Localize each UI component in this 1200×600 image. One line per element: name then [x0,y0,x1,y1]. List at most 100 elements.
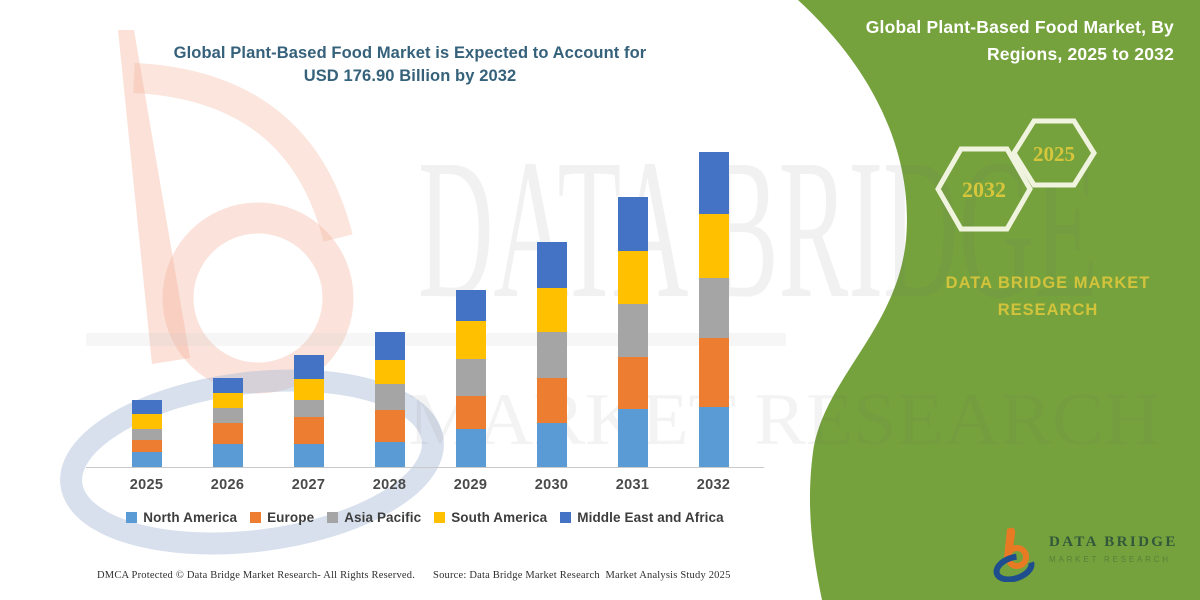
bar-segment-north-america [698,407,729,467]
stacked-bar-2025 [131,400,162,467]
logo-subtitle: MARKET RESEARCH [1049,555,1171,564]
hexagon-2025-label: 2025 [1033,142,1075,166]
bar-segment-asia-pacific [536,332,567,378]
year-label-2028: 2028 [372,477,407,493]
bar-segment-europe [455,396,486,429]
legend-item-south-america: South America [434,510,547,525]
chart-title-line1: Global Plant-Based Food Market is Expect… [173,44,647,62]
bar-segment-south-america [212,393,243,409]
legend-swatch [434,512,446,523]
bar-segment-south-america [536,287,567,333]
legend-swatch [126,512,138,523]
year-label-2030: 2030 [534,477,569,493]
year-label-2029: 2029 [453,477,488,493]
legend-item-north-america: North America [126,510,237,525]
logo-text: DATA BRIDGE MARKET RESEARCH [1049,534,1178,582]
logo-name: DATA BRIDGE [1049,534,1178,550]
bar-slot-2025 [106,148,187,467]
bar-segment-europe [617,356,648,410]
stacked-bar-2031 [617,197,648,467]
year-label-2031: 2031 [615,477,650,493]
bar-segment-asia-pacific [212,408,243,424]
bar-segment-north-america [212,443,243,467]
year-label-2032: 2032 [696,477,731,493]
bar-segment-north-america [293,443,324,467]
chart-title-line2: USD 176.90 Billion by 2032 [303,67,517,85]
brand-line2: RESEARCH [997,301,1099,319]
source-note: Source: Data Bridge Market Research Mark… [433,570,731,581]
bar-segment-middle-east-and-africa [536,242,567,288]
bar-segment-middle-east-and-africa [374,331,405,360]
bar-segment-north-america [536,423,567,467]
brand-text: DATA BRIDGE MARKET RESEARCH [900,270,1196,324]
stacked-bar-2032 [698,152,729,467]
bar-segment-europe [374,409,405,442]
legend-label: North America [143,510,238,525]
dmca-notice: DMCA Protected © Data Bridge Market Rese… [97,570,416,581]
bar-segment-middle-east-and-africa [212,378,243,394]
bar-segment-asia-pacific [698,277,729,339]
logo-b-icon [993,527,1035,582]
footer: DMCA Protected © Data Bridge Market Rese… [97,570,777,581]
bar-slot-2028 [349,148,430,467]
year-label-2027: 2027 [291,477,326,493]
panel-title-line2: Regions, 2025 to 2032 [986,44,1174,64]
stacked-bar-2027 [293,354,324,467]
legend-label: Europe [267,510,315,525]
bar-segment-middle-east-and-africa [131,400,162,414]
hexagon-2032 [935,146,1033,232]
plot-area [106,148,754,467]
x-axis-line [86,467,764,468]
panel-title: Global Plant-Based Food Market, By Regio… [814,14,1174,68]
legend-label: Middle East and Africa [577,510,724,525]
bar-segment-middle-east-and-africa [698,152,729,214]
bar-segment-asia-pacific [131,428,162,440]
bar-segment-south-america [617,251,648,304]
panel-title-line1: Global Plant-Based Food Market, By [865,17,1174,37]
bar-segment-south-america [455,320,486,359]
legend-label: Asia Pacific [344,510,422,525]
hexagon-2032-label: 2032 [962,177,1006,202]
legend-label: South America [451,510,548,525]
bar-segment-north-america [131,451,162,467]
hexagon-2025 [1011,118,1097,188]
bar-segment-asia-pacific [617,303,648,357]
bar-segment-middle-east-and-africa [293,354,324,379]
bar-segment-south-america [374,359,405,385]
bar-segment-middle-east-and-africa [617,197,648,252]
stacked-bar-2029 [455,289,486,467]
legend-swatch [250,512,262,523]
bar-segment-asia-pacific [374,384,405,410]
bar-slot-2031 [592,148,673,467]
bar-segment-north-america [455,428,486,467]
bar-slot-2029 [430,148,511,467]
bar-segment-europe [698,338,729,408]
legend: North America Europe Asia Pacific South Ame… [86,510,764,525]
bar-segment-asia-pacific [455,358,486,397]
bar-segment-south-america [293,378,324,401]
bar-slot-2030 [511,148,592,467]
bar-segment-europe [212,423,243,444]
bar-slot-2027 [268,148,349,467]
year-label-2025: 2025 [129,477,164,493]
legend-item-europe: Europe [250,510,314,525]
bar-segment-south-america [698,213,729,278]
stacked-bar-2026 [212,378,243,467]
bar-slot-2026 [187,148,268,467]
bar-segment-middle-east-and-africa [455,289,486,321]
bar-segment-europe [131,439,162,452]
legend-swatch [560,512,572,523]
brand-line1: DATA BRIDGE MARKET [945,274,1151,292]
bar-segment-north-america [374,441,405,467]
legend-swatch [327,512,339,523]
bar-segment-south-america [131,413,162,429]
stacked-bar-2030 [536,242,567,467]
stacked-bar-2028 [374,331,405,467]
year-label-2026: 2026 [210,477,245,493]
year-hexagons: 2032 2025 [935,118,1097,232]
bar-segment-asia-pacific [293,400,324,417]
bar-slot-2032 [673,148,754,467]
company-logo: DATA BRIDGE MARKET RESEARCH [992,526,1178,582]
year-axis: 2025 2026 2027 2028 2029 2030 2031 2032 [106,477,754,493]
